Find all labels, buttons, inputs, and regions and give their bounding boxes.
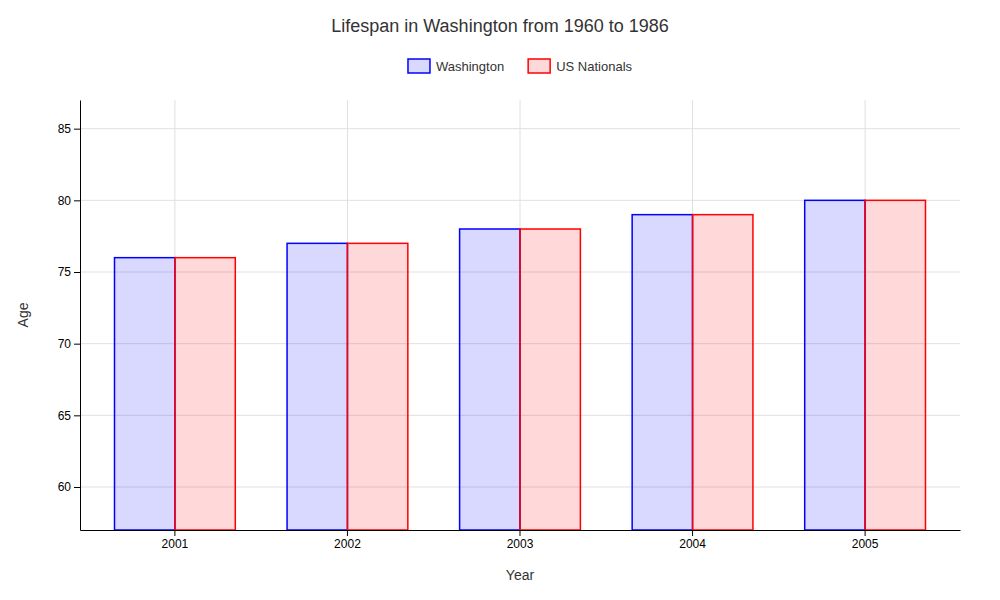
grid bbox=[80, 100, 960, 530]
x-axis-title: Year bbox=[506, 567, 535, 583]
legend-swatch bbox=[408, 59, 430, 73]
y-tick: 60 bbox=[58, 480, 80, 494]
x-tick-mark bbox=[692, 530, 693, 536]
x-tick-label: 2003 bbox=[507, 537, 534, 551]
y-tick: 85 bbox=[58, 122, 80, 136]
y-tick: 70 bbox=[58, 337, 80, 351]
bar bbox=[693, 215, 753, 530]
y-tick-mark bbox=[74, 415, 80, 416]
x-tick-mark bbox=[865, 530, 866, 536]
x-tick-mark bbox=[174, 530, 175, 536]
x-tick: 2001 bbox=[162, 530, 189, 551]
bar bbox=[115, 258, 175, 530]
y-tick: 80 bbox=[58, 194, 80, 208]
chart: 2001 2002 2003 2004 2005 60 65 70 75 80 85 Year Age L… bbox=[0, 0, 1000, 600]
bars bbox=[115, 200, 926, 530]
y-axis-title: Age bbox=[15, 302, 31, 327]
y-tick-mark bbox=[74, 129, 80, 130]
x-tick-label: 2001 bbox=[162, 537, 189, 551]
x-tick-mark bbox=[347, 530, 348, 536]
y-tick-label: 85 bbox=[58, 122, 72, 136]
legend: Washington US Nationals bbox=[408, 59, 633, 74]
y-tick-mark bbox=[74, 200, 80, 201]
x-tick: 2003 bbox=[507, 530, 534, 551]
legend-item: Washington bbox=[408, 59, 504, 74]
plot: 2001 2002 2003 2004 2005 60 65 70 75 80 85 bbox=[58, 100, 961, 551]
y-tick: 75 bbox=[58, 265, 80, 279]
title: Lifespan in Washington from 1960 to 1986 bbox=[331, 16, 669, 36]
bar bbox=[175, 258, 235, 530]
bar bbox=[520, 229, 580, 530]
series bbox=[175, 200, 926, 530]
bar bbox=[805, 200, 865, 530]
series bbox=[115, 200, 866, 530]
y-tick-label: 75 bbox=[58, 265, 72, 279]
bar bbox=[632, 215, 692, 530]
legend-label: Washington bbox=[436, 59, 504, 74]
y-axis: 60 65 70 75 80 85 bbox=[58, 101, 81, 531]
bar bbox=[460, 229, 520, 530]
y-tick-label: 80 bbox=[58, 194, 72, 208]
y-tick-label: 70 bbox=[58, 337, 72, 351]
legend-swatch bbox=[528, 59, 550, 73]
x-tick-label: 2005 bbox=[852, 537, 879, 551]
y-tick-mark bbox=[74, 487, 80, 488]
y-tick-mark bbox=[74, 344, 80, 345]
x-axis: 2001 2002 2003 2004 2005 bbox=[81, 530, 961, 551]
x-tick-label: 2002 bbox=[334, 537, 361, 551]
x-tick: 2005 bbox=[852, 530, 879, 551]
bar bbox=[287, 243, 347, 530]
x-tick-label: 2004 bbox=[679, 537, 706, 551]
y-tick-mark bbox=[74, 272, 80, 273]
x-tick: 2004 bbox=[679, 530, 706, 551]
bar bbox=[865, 200, 925, 530]
x-tick: 2002 bbox=[334, 530, 361, 551]
y-tick: 65 bbox=[58, 409, 80, 423]
bar bbox=[347, 243, 407, 530]
y-tick-label: 65 bbox=[58, 409, 72, 423]
legend-label: US Nationals bbox=[556, 59, 632, 74]
y-axis-line bbox=[80, 101, 81, 531]
legend-item: US Nationals bbox=[528, 59, 632, 74]
y-tick-label: 60 bbox=[58, 480, 72, 494]
x-tick-mark bbox=[520, 530, 521, 536]
